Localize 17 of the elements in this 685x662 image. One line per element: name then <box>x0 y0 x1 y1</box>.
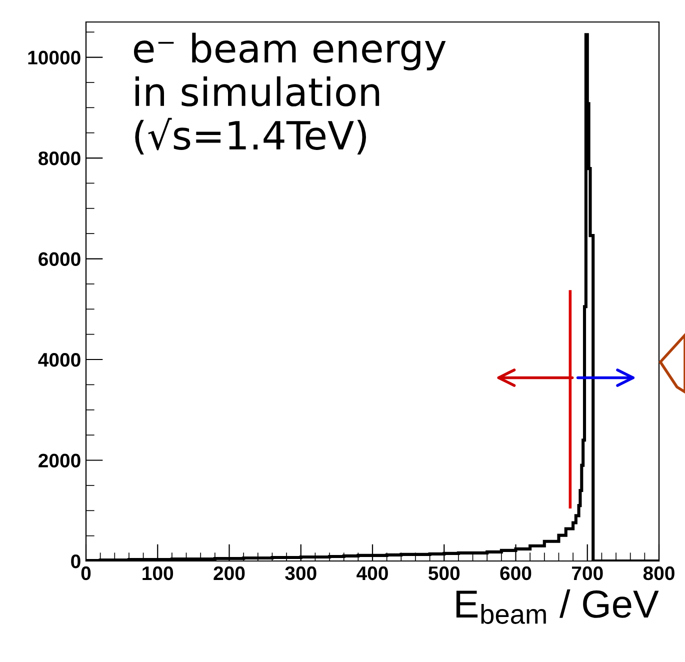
y-tick-label: 6000 <box>38 252 80 266</box>
y-tick-label: 2000 <box>38 454 80 468</box>
annotation: e⁻ beam energy in simulation (√s=1.4TeV) <box>134 32 446 155</box>
x-tick-label: 800 <box>643 566 674 580</box>
y-tick-label: 10000 <box>28 50 80 64</box>
x-tick-label: 500 <box>428 566 460 580</box>
x-tick-label: 400 <box>356 566 388 580</box>
x-axis-title: E$_{beam}$ / GeV <box>456 589 659 624</box>
x-tick-label: 600 <box>500 566 532 580</box>
y-tick-label: 8000 <box>38 151 80 166</box>
y-tick-label: 0 <box>71 554 80 568</box>
x-tick-label: 700 <box>572 566 603 580</box>
x-tick-label: 0 <box>81 566 91 580</box>
x-tick-label: 300 <box>285 566 316 580</box>
y-tick-label: 4000 <box>38 352 80 367</box>
x-tick-label: 200 <box>214 566 245 580</box>
x-tick-label: 100 <box>142 566 174 580</box>
